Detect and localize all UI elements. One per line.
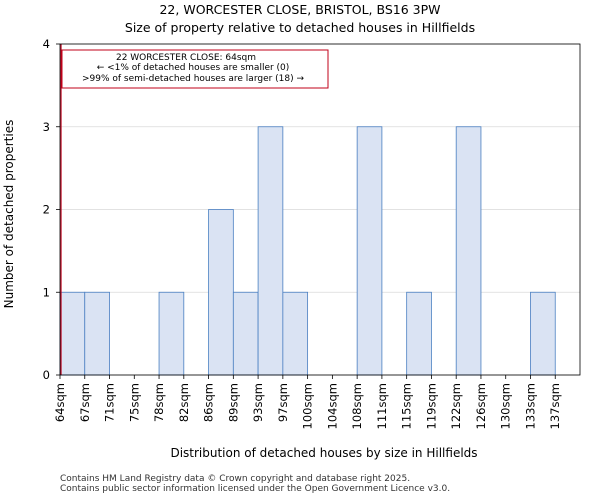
bar bbox=[59, 291, 86, 376]
y-axis-label: Number of detached properties bbox=[2, 120, 16, 309]
annotation-line-2: ← <1% of detached houses are smaller (0) bbox=[97, 63, 290, 73]
bar bbox=[356, 126, 383, 376]
plot-frame bbox=[59, 43, 581, 376]
x-tick-label: 126sqm bbox=[474, 383, 488, 429]
x-tick-label: 67sqm bbox=[78, 383, 92, 422]
y-tick-label: 2 bbox=[43, 203, 50, 217]
chart-title: 22, WORCESTER CLOSE, BRISTOL, BS16 3PW bbox=[159, 2, 440, 17]
grid-lines bbox=[60, 43, 580, 376]
annotation-box: 22 WORCESTER CLOSE: 64sqm ← <1% of detac… bbox=[61, 49, 329, 89]
bar bbox=[158, 291, 185, 376]
x-tick-label: 75sqm bbox=[127, 383, 141, 422]
annotation-line-3: >99% of semi-detached houses are larger … bbox=[82, 74, 305, 84]
x-tick-label: 137sqm bbox=[548, 383, 562, 429]
y-tick-label: 1 bbox=[43, 285, 50, 299]
x-tick-label: 89sqm bbox=[226, 383, 240, 422]
y-tick-labels: 0 1 2 3 4 bbox=[43, 37, 60, 382]
x-tick-label: 115sqm bbox=[400, 383, 414, 429]
x-tick-label: 111sqm bbox=[375, 383, 389, 429]
chart-subtitle: Size of property relative to detached ho… bbox=[125, 20, 475, 35]
footer-line-2: Contains public sector information licen… bbox=[60, 484, 451, 494]
y-tick-label: 0 bbox=[43, 368, 50, 382]
x-tick-labels: 64sqm 67sqm 71sqm 75sqm 78sqm 82sqm 86sqm 89sqm… bbox=[53, 375, 562, 429]
bar bbox=[282, 291, 309, 376]
y-tick-label: 4 bbox=[43, 37, 50, 51]
x-tick-label: 82sqm bbox=[177, 383, 191, 422]
annotation-rect bbox=[61, 49, 329, 89]
x-tick-label: 97sqm bbox=[276, 383, 290, 422]
x-tick-label: 130sqm bbox=[499, 383, 513, 429]
x-tick-label: 122sqm bbox=[449, 383, 463, 429]
x-tick-label: 71sqm bbox=[103, 383, 117, 422]
x-tick-label: 64sqm bbox=[53, 383, 67, 422]
bar bbox=[455, 126, 482, 376]
x-tick-label: 100sqm bbox=[301, 383, 315, 429]
y-tick-label: 3 bbox=[43, 120, 50, 134]
x-tick-label: 93sqm bbox=[251, 383, 265, 422]
x-tick-label: 119sqm bbox=[424, 383, 438, 429]
bar bbox=[232, 291, 259, 376]
footer-line-1: Contains HM Land Registry data © Crown c… bbox=[60, 474, 411, 484]
x-tick-label: 78sqm bbox=[152, 383, 166, 422]
bar bbox=[84, 291, 110, 376]
bar bbox=[530, 291, 556, 376]
x-tick-label: 108sqm bbox=[350, 383, 364, 429]
bars-group bbox=[59, 126, 556, 376]
annotation-line-1: 22 WORCESTER CLOSE: 64sqm bbox=[116, 53, 256, 63]
bar bbox=[257, 126, 284, 376]
bar bbox=[406, 291, 432, 376]
x-tick-label: 104sqm bbox=[325, 383, 339, 429]
x-tick-label: 86sqm bbox=[202, 383, 216, 422]
bar bbox=[208, 209, 234, 376]
x-axis-label: Distribution of detached houses by size … bbox=[170, 446, 477, 460]
x-tick-label: 133sqm bbox=[523, 383, 537, 429]
